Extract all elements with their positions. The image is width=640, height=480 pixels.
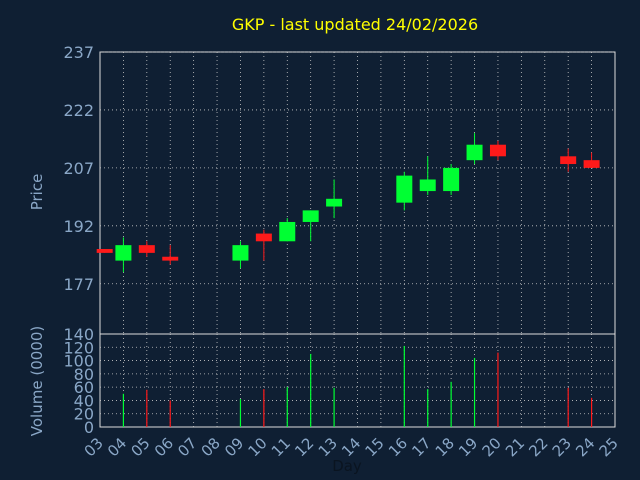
candle-body — [560, 156, 577, 165]
price-y-tick-label: 177 — [63, 275, 94, 294]
candlestick — [96, 249, 113, 253]
candlestick — [279, 218, 296, 242]
price-y-tick-label: 207 — [63, 159, 94, 178]
candlestick — [466, 133, 483, 165]
volume-y-tick-label: 80 — [74, 365, 94, 384]
candle-body — [443, 167, 460, 192]
candlestick — [302, 210, 319, 242]
volume-y-tick-label: 120 — [63, 338, 94, 357]
candle-body — [279, 221, 296, 242]
volume-y-tick-label: 0 — [84, 418, 94, 437]
candlestick — [489, 140, 506, 161]
candle-body — [255, 233, 272, 242]
volume-axis-label: Volume (0000) — [28, 326, 46, 436]
candlestick — [162, 245, 179, 265]
candlestick — [560, 148, 577, 172]
volume-y-tick-label: 100 — [63, 352, 94, 371]
price-y-ticks: 237 222 207 192 177 — [63, 43, 94, 294]
candlestick — [583, 152, 600, 168]
volume-bars — [122, 345, 593, 427]
price-y-tick-label: 222 — [63, 101, 94, 120]
candlestick — [115, 237, 132, 273]
candlestick — [443, 164, 460, 195]
volume-y-tick-label: 20 — [74, 405, 94, 424]
candlestick — [419, 156, 436, 195]
candle-body — [419, 179, 436, 192]
candle-body — [583, 160, 600, 168]
candle-body — [96, 249, 113, 253]
candlestick — [138, 241, 155, 257]
price-panel: 237 222 207 192 177 Price — [28, 43, 616, 335]
volume-y-tick-label: 140 — [63, 325, 94, 344]
volume-y-tick-label: 60 — [74, 378, 94, 397]
candlesticks — [96, 133, 600, 273]
day-axis-label: Day — [332, 457, 362, 475]
candlestick — [326, 179, 343, 219]
candle-body — [232, 245, 249, 261]
candle-body — [489, 144, 506, 157]
price-y-tick-label: 192 — [63, 217, 94, 236]
candlestick — [396, 171, 413, 211]
price-y-tick-label: 237 — [63, 43, 94, 62]
candle-body — [302, 210, 319, 222]
candle-body — [466, 144, 483, 161]
volume-y-tick-label: 40 — [74, 391, 94, 410]
candle-body — [115, 245, 132, 261]
candle-body — [162, 256, 179, 261]
price-axis-label: Price — [28, 174, 46, 211]
candle-body — [138, 245, 155, 253]
candle-body — [396, 175, 413, 203]
candlestick — [255, 229, 272, 261]
candlestick — [232, 241, 249, 269]
candle-body — [326, 198, 343, 207]
chart-title: GKP - last updated 24/02/2026 — [232, 15, 478, 34]
